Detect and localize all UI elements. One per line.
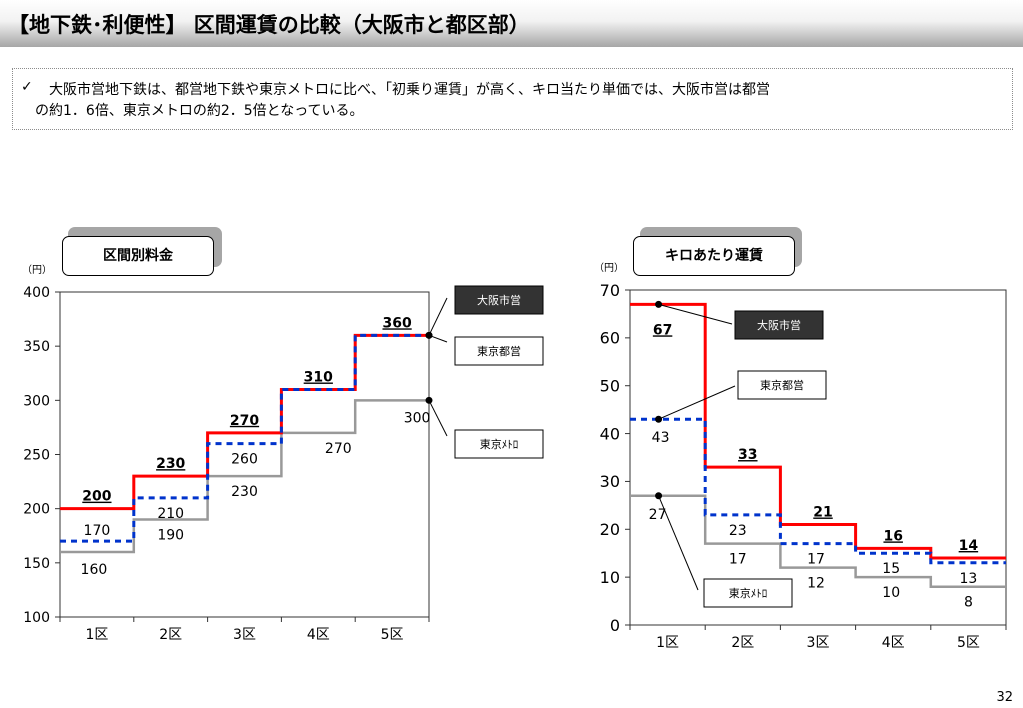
x-tick-label: 3区 bbox=[233, 627, 256, 643]
data-label-toei: 170 bbox=[84, 523, 111, 539]
x-tick-label: 2区 bbox=[731, 635, 754, 651]
x-tick-label: 4区 bbox=[882, 635, 905, 651]
y-tick-label: 300 bbox=[23, 393, 50, 409]
data-label-toei: 15 bbox=[882, 561, 900, 577]
summary-line-2: の約1．6倍、東京メトロの約2．5倍となっている。 bbox=[35, 103, 364, 119]
callout-line bbox=[428, 334, 448, 343]
legend-label-toei: 東京都営 bbox=[760, 378, 804, 392]
x-tick-label: 5区 bbox=[957, 635, 980, 651]
data-label-osaka: 230 bbox=[156, 456, 185, 472]
x-tick-label: 2区 bbox=[159, 627, 182, 643]
y-tick-label: 400 bbox=[23, 285, 50, 301]
y-tick-label: 50 bbox=[600, 376, 620, 395]
y-tick-label: 100 bbox=[23, 610, 50, 626]
y-tick-label: 350 bbox=[23, 339, 50, 355]
x-tick-label: 4区 bbox=[307, 627, 330, 643]
callout-line bbox=[658, 385, 736, 420]
data-label-toei: 260 bbox=[231, 452, 258, 468]
series-line-metro bbox=[630, 494, 1006, 588]
callout-line bbox=[658, 303, 733, 325]
y-tick-label: 40 bbox=[600, 424, 620, 443]
callout-dot bbox=[655, 415, 663, 423]
checkmark-icon: ✓ bbox=[21, 79, 33, 95]
legend-label-metro: 東京ﾒﾄﾛ bbox=[480, 437, 519, 451]
data-label-toei: 17 bbox=[807, 552, 825, 568]
data-label-metro: 8 bbox=[964, 595, 973, 611]
data-label-toei: 13 bbox=[959, 571, 977, 587]
data-label-osaka: 16 bbox=[883, 528, 902, 544]
data-label-metro: 190 bbox=[157, 528, 184, 544]
y-tick-label: 150 bbox=[23, 556, 50, 572]
y-tick-label: 70 bbox=[600, 281, 620, 300]
y-unit-label: （円） bbox=[594, 262, 624, 274]
legend-label-toei: 東京都営 bbox=[477, 344, 521, 358]
x-tick-label: 5区 bbox=[381, 627, 404, 643]
series-line-toei bbox=[60, 333, 429, 543]
legend-box-osaka bbox=[454, 285, 544, 315]
data-label-osaka: 360 bbox=[382, 315, 411, 331]
callout-dot bbox=[425, 396, 433, 404]
data-label-metro: 230 bbox=[231, 484, 258, 500]
data-label-toei: 23 bbox=[729, 523, 747, 539]
callout-line bbox=[428, 400, 448, 437]
y-unit-label: （円） bbox=[22, 264, 52, 276]
chart-title-fare-by-zone: 区間別料金 bbox=[62, 236, 214, 276]
y-tick-label: 30 bbox=[600, 472, 620, 491]
data-label-osaka: 14 bbox=[959, 538, 979, 554]
fare-by-zone-chart: 100 150 200 250 300 350 400 1区 2区 3区 4区 5区 （円） 200 230… bbox=[22, 264, 544, 643]
title-bar: 【地下鉄･利便性】 区間運賃の比較（大阪市と都区部） bbox=[0, 0, 1023, 47]
data-label-osaka: 310 bbox=[304, 370, 333, 386]
y-tick-label: 200 bbox=[23, 502, 50, 518]
data-label-osaka: 33 bbox=[738, 447, 757, 463]
fare-per-km-chart: 0 10 20 30 40 50 60 70 1区 2区 3区 4区 5区 （円） 67 33 21 16 14 43… bbox=[594, 262, 1007, 651]
data-label-osaka: 67 bbox=[653, 322, 672, 338]
summary-line-1: 大阪市営地下鉄は、都営地下鉄や東京メトロに比べ、「初乗り運賃」が高く、キロ当たり… bbox=[49, 82, 770, 98]
y-tick-label: 20 bbox=[600, 520, 620, 539]
page-number: 32 bbox=[996, 690, 1013, 705]
summary-box: ✓ 大阪市営地下鉄は、都営地下鉄や東京メトロに比べ、「初乗り運賃」が高く、キロ当… bbox=[12, 68, 1013, 130]
data-label-metro: 27 bbox=[649, 507, 667, 523]
data-label-toei: 43 bbox=[652, 430, 670, 446]
data-label-metro: 10 bbox=[882, 585, 900, 601]
data-label-metro: 160 bbox=[81, 562, 108, 578]
data-label-metro: 17 bbox=[729, 552, 747, 568]
legend-label-osaka: 大阪市営 bbox=[477, 293, 521, 307]
y-tick-label: 250 bbox=[23, 448, 50, 464]
data-label-osaka: 21 bbox=[813, 505, 832, 521]
data-label-osaka: 270 bbox=[230, 413, 259, 429]
legend-box-osaka bbox=[734, 310, 824, 340]
x-tick-label: 3区 bbox=[807, 635, 830, 651]
y-tick-label: 10 bbox=[600, 568, 620, 587]
x-tick-label: 1区 bbox=[656, 635, 679, 651]
callout-line bbox=[428, 297, 448, 336]
page-title: 【地下鉄･利便性】 区間運賃の比較（大阪市と都区部） bbox=[8, 13, 530, 37]
callout-dot bbox=[655, 300, 663, 308]
legend-box-toei bbox=[454, 336, 544, 366]
legend-box-toei bbox=[737, 370, 827, 400]
legend-box-metro bbox=[703, 578, 793, 608]
chart-title-fare-per-km: キロあたり運賃 bbox=[633, 236, 795, 276]
y-tick-label: 60 bbox=[600, 329, 620, 348]
data-label-metro: 300 bbox=[404, 410, 431, 426]
legend-box-metro bbox=[454, 429, 544, 459]
x-tick-label: 1区 bbox=[85, 627, 108, 643]
data-label-metro: 270 bbox=[325, 441, 352, 457]
data-label-osaka: 200 bbox=[82, 489, 111, 505]
plot-frame bbox=[629, 289, 1007, 626]
callout-line bbox=[658, 495, 699, 591]
data-label-toei: 210 bbox=[157, 506, 184, 522]
y-tick-label: 0 bbox=[610, 616, 620, 635]
series-line-toei bbox=[630, 417, 1006, 565]
legend-label-osaka: 大阪市営 bbox=[757, 318, 801, 332]
legend-label-metro: 東京ﾒﾄﾛ bbox=[729, 586, 768, 600]
callout-dot bbox=[655, 492, 663, 500]
data-label-metro: 12 bbox=[807, 576, 825, 592]
